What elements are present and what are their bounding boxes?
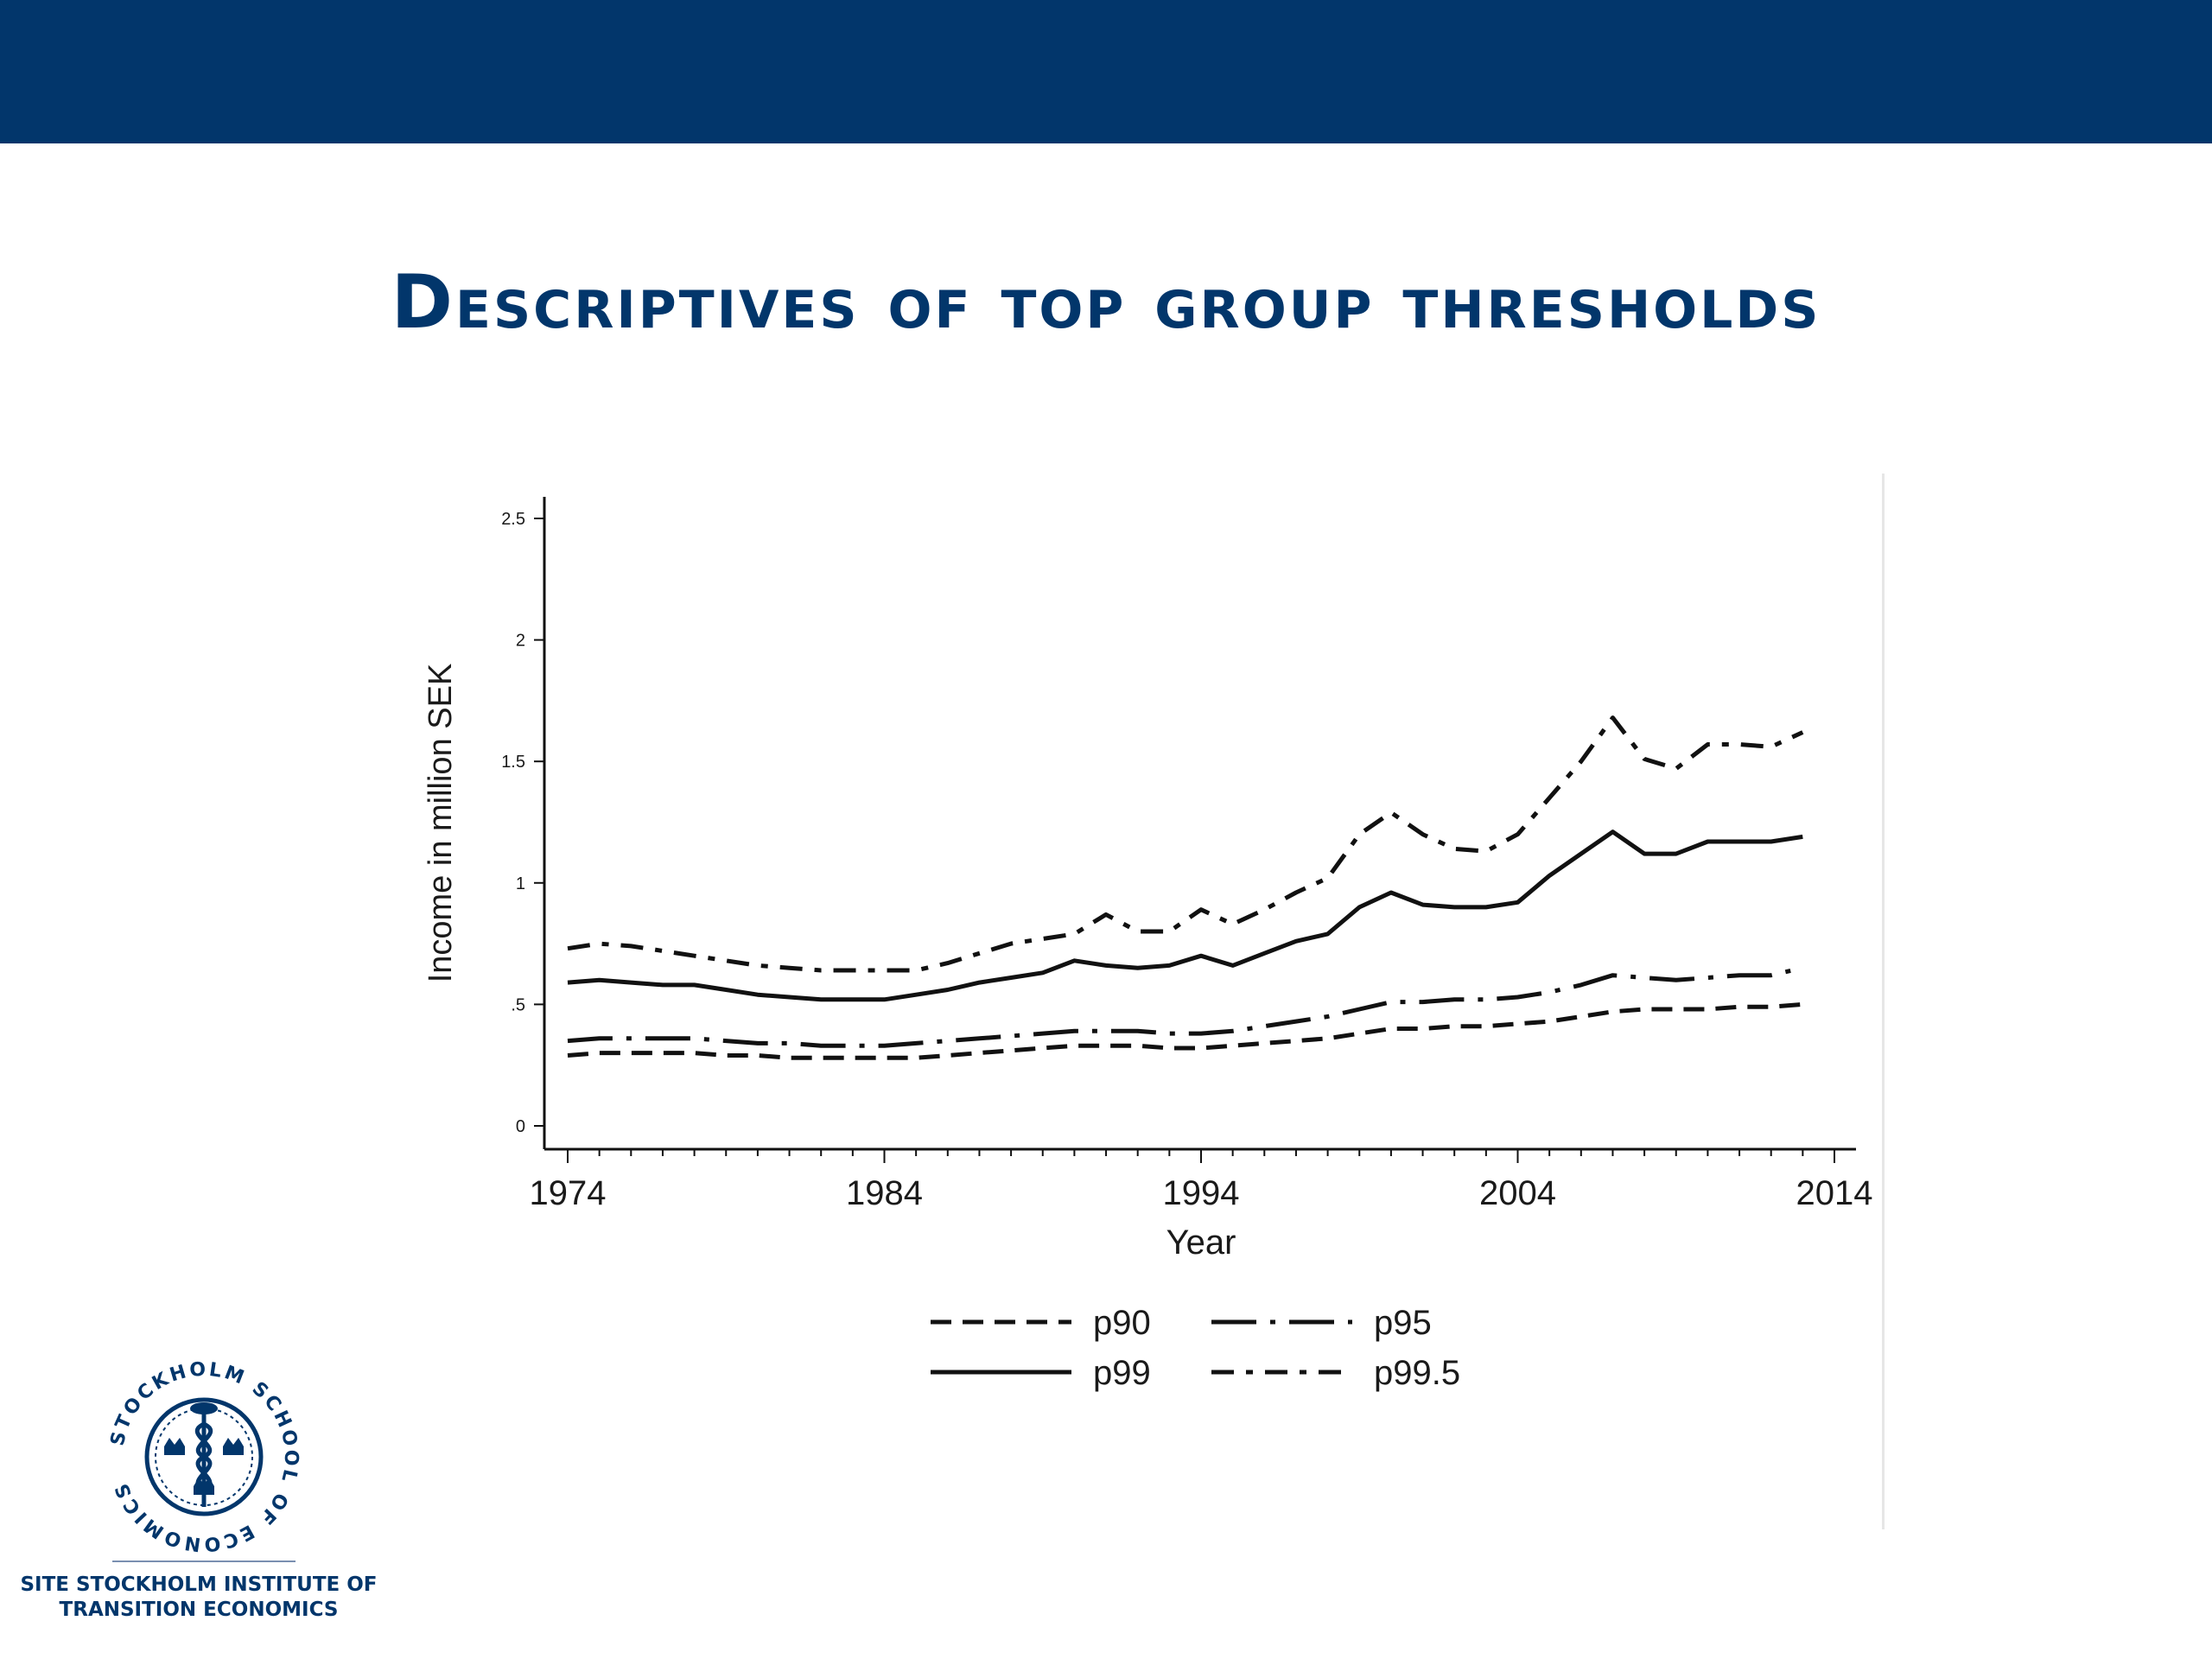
logo-caption-line2: TRANSITION ECONOMICS: [59, 1599, 339, 1621]
legend-label-p90: p90: [1093, 1304, 1151, 1342]
series-line-p99: [567, 830, 1803, 1002]
x-tick-label: 1974: [530, 1174, 607, 1212]
legend-label-p95: p95: [1374, 1304, 1432, 1342]
series-line-p95: [567, 965, 1803, 1048]
x-tick-label: 1994: [1163, 1174, 1240, 1212]
slide-divider: [1882, 474, 1885, 1529]
x-axis-label: Year: [1166, 1224, 1236, 1262]
logo-caption-line1: SITE STOCKHOLM INSTITUTE OF: [20, 1573, 378, 1596]
y-tick-label: 2.5: [501, 510, 525, 529]
legend-label-p99: p99: [1093, 1354, 1151, 1392]
y-tick-label: 1.5: [501, 753, 525, 772]
legend-label-p99.5: p99.5: [1374, 1354, 1460, 1392]
logo-rule: [112, 1560, 296, 1562]
y-tick-label: 1: [516, 874, 525, 893]
chart-axes: 0 .5 1 1.5 2 2.5 1974 1984 1994 2004 2014 Year Incom…: [423, 497, 1872, 1262]
series-line-p99.5: [567, 715, 1804, 973]
y-tick-label: 2: [516, 632, 525, 651]
y-axis-label: Income in million SEK: [423, 664, 459, 983]
plot-area: [567, 715, 1804, 1060]
x-tick-label: 2004: [1479, 1174, 1556, 1212]
x-tick-label: 1984: [846, 1174, 923, 1212]
slide-title: Descriptives of top group thresholds: [391, 259, 1821, 346]
logo-caption: SITE STOCKHOLM INSTITUTE OF TRANSITION E…: [17, 1573, 380, 1623]
header-bar: [0, 0, 2212, 143]
chart-legend: p90 p95 p99 p99.5: [931, 1304, 1460, 1392]
series-line-p90: [567, 1001, 1803, 1060]
y-tick-label: .5: [511, 995, 525, 1014]
sse-seal-logo: STOCKHOLM SCHOOL OF ECONOMICS: [107, 1359, 299, 1555]
x-tick-label: 2014: [1796, 1174, 1873, 1212]
y-tick-label: 0: [516, 1117, 525, 1136]
